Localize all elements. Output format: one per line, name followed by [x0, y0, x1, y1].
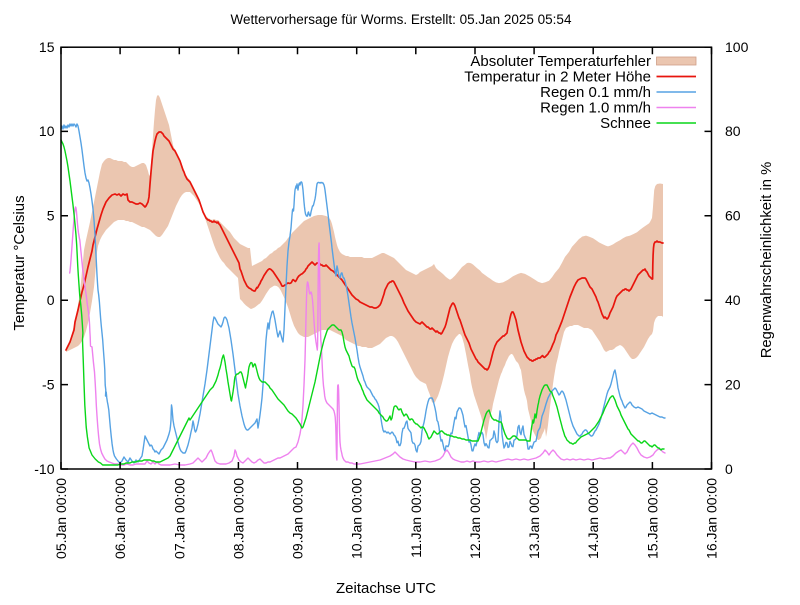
svg-text:10: 10: [39, 123, 55, 139]
svg-text:Schnee: Schnee: [600, 115, 651, 132]
svg-text:06.Jan 00:00: 06.Jan 00:00: [112, 478, 128, 559]
svg-text:Temperatur °Celsius: Temperatur °Celsius: [11, 195, 28, 330]
svg-text:Regenwahrscheinlichkeit in %: Regenwahrscheinlichkeit in %: [759, 162, 775, 359]
svg-text:40: 40: [725, 292, 741, 308]
svg-text:12.Jan 00:00: 12.Jan 00:00: [467, 478, 483, 559]
svg-text:16.Jan 00:00: 16.Jan 00:00: [704, 478, 720, 559]
svg-text:15.Jan 00:00: 15.Jan 00:00: [644, 478, 660, 559]
svg-text:10.Jan 00:00: 10.Jan 00:00: [349, 478, 365, 559]
svg-text:15: 15: [39, 39, 55, 55]
svg-text:-5: -5: [42, 376, 55, 392]
svg-text:60: 60: [725, 208, 741, 224]
svg-text:-10: -10: [34, 461, 54, 477]
svg-text:Zeitachse UTC: Zeitachse UTC: [336, 580, 436, 597]
svg-text:Regen 0.1 mm/h: Regen 0.1 mm/h: [540, 84, 651, 101]
svg-text:08.Jan 00:00: 08.Jan 00:00: [230, 478, 246, 559]
svg-text:0: 0: [47, 292, 55, 308]
svg-text:0: 0: [725, 461, 733, 477]
svg-text:20: 20: [725, 376, 741, 392]
svg-text:14.Jan 00:00: 14.Jan 00:00: [585, 478, 601, 559]
svg-text:5: 5: [47, 208, 55, 224]
svg-text:09.Jan 00:00: 09.Jan 00:00: [290, 478, 306, 559]
svg-text:Regen 1.0 mm/h: Regen 1.0 mm/h: [540, 100, 651, 117]
svg-text:13.Jan 00:00: 13.Jan 00:00: [526, 478, 542, 559]
svg-text:11.Jan 00:00: 11.Jan 00:00: [408, 478, 424, 558]
svg-text:Absoluter Temperaturfehler: Absoluter Temperaturfehler: [470, 53, 651, 70]
svg-text:07.Jan 00:00: 07.Jan 00:00: [171, 478, 187, 559]
svg-text:100: 100: [725, 39, 749, 55]
svg-text:Wettervorhersage für Worms. Er: Wettervorhersage für Worms. Erstellt: 05…: [231, 12, 572, 27]
svg-text:Temperatur in 2 Meter Höhe: Temperatur in 2 Meter Höhe: [464, 69, 651, 86]
svg-text:80: 80: [725, 123, 741, 139]
svg-text:05.Jan 00:00: 05.Jan 00:00: [53, 478, 69, 559]
